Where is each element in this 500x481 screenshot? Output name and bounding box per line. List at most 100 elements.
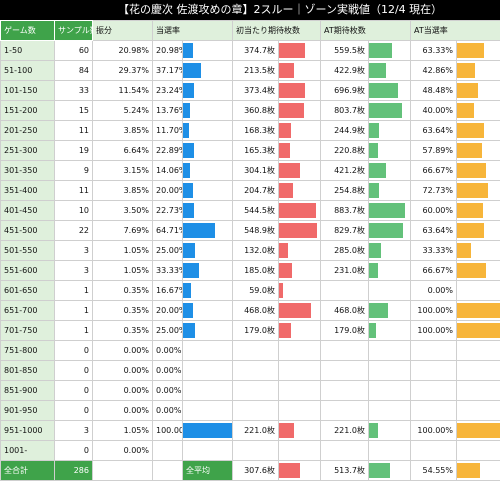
hit-rate-bar-cell	[183, 101, 233, 121]
avg-bonus-value: 165.3枚	[233, 141, 279, 161]
avg-bonus-bar-cell	[279, 441, 321, 461]
at-bonus-bar-cell	[369, 381, 411, 401]
avg-bonus-value: 132.0枚	[233, 241, 279, 261]
avg-bonus-bar-cell	[279, 281, 321, 301]
hit-rate-value: 22.89%	[153, 141, 183, 161]
at-rate-bar-cell	[457, 441, 500, 461]
hit-rate-bar-cell	[183, 61, 233, 81]
sample-count: 1	[55, 281, 93, 301]
at-rate-bar-cell	[457, 301, 500, 321]
avg-bonus-value	[233, 361, 279, 381]
hit-rate-value	[153, 441, 183, 461]
sample-count: 60	[55, 41, 93, 61]
page-title: 【花の慶次 佐渡攻めの章】2スルー｜ゾーン実戦値（12/4 現在）	[0, 0, 500, 20]
avg-bonus-bar-cell	[279, 81, 321, 101]
avg-bonus-value	[233, 401, 279, 421]
average-at-value: 513.7枚	[321, 461, 369, 481]
at-bonus-bar-cell	[369, 321, 411, 341]
avg-bonus-value: 304.1枚	[233, 161, 279, 181]
at-bonus-value: 468.0枚	[321, 301, 369, 321]
hit-rate-bar-cell	[183, 221, 233, 241]
at-rate-value	[411, 341, 457, 361]
at-bonus-value: 422.9枚	[321, 61, 369, 81]
at-bonus-value: 285.0枚	[321, 241, 369, 261]
at-rate-value: 0.00%	[411, 281, 457, 301]
at-rate-bar	[457, 163, 486, 178]
avg-bonus-bar	[279, 103, 304, 118]
header-at-hit-rate: AT当選率	[411, 21, 500, 41]
zone-label: 701-750	[1, 321, 55, 341]
avg-bonus-value: 59.0枚	[233, 281, 279, 301]
avg-bonus-bar	[279, 323, 291, 338]
avg-bonus-bar-cell	[279, 321, 321, 341]
at-rate-bar	[457, 203, 483, 218]
hit-rate-bar	[183, 183, 193, 198]
at-rate-value	[411, 361, 457, 381]
at-rate-bar-cell	[457, 41, 500, 61]
header-avg-bonus: 初当たり期待枚数	[233, 21, 321, 41]
zone-label: 501-550	[1, 241, 55, 261]
avg-bonus-value: 179.0枚	[233, 321, 279, 341]
hit-rate-value: 0.00%	[153, 401, 183, 421]
at-bonus-value: 220.8枚	[321, 141, 369, 161]
zone-label: 201-250	[1, 121, 55, 141]
sample-count: 11	[55, 121, 93, 141]
avg-bonus-bar-cell	[279, 301, 321, 321]
at-rate-value	[411, 441, 457, 461]
hit-rate-bar-cell	[183, 321, 233, 341]
at-bonus-bar-cell	[369, 81, 411, 101]
hit-rate-value: 64.71%	[153, 221, 183, 241]
at-rate-value	[411, 381, 457, 401]
zone-label: 401-450	[1, 201, 55, 221]
hit-rate-bar-cell	[183, 381, 233, 401]
sample-count: 11	[55, 181, 93, 201]
at-rate-bar-cell	[457, 341, 500, 361]
at-rate-bar	[457, 223, 484, 238]
hit-rate-value: 0.00%	[153, 361, 183, 381]
hit-rate-bar	[183, 63, 201, 78]
at-bonus-bar-cell	[369, 441, 411, 461]
at-bonus-bar	[369, 183, 379, 198]
avg-bonus-bar	[279, 143, 290, 158]
at-rate-bar-cell	[457, 161, 500, 181]
distribution-value: 11.54%	[93, 81, 153, 101]
at-rate-bar-cell	[457, 261, 500, 281]
at-bonus-value	[321, 281, 369, 301]
distribution-value: 0.00%	[93, 441, 153, 461]
at-rate-value: 40.00%	[411, 101, 457, 121]
at-bonus-value: 829.7枚	[321, 221, 369, 241]
at-rate-value: 57.89%	[411, 141, 457, 161]
table-body: 1-506020.98%20.98%374.7枚559.5枚63.33%51-1…	[1, 41, 500, 461]
zone-label: 51-100	[1, 61, 55, 81]
distribution-value: 3.50%	[93, 201, 153, 221]
hit-rate-value: 22.73%	[153, 201, 183, 221]
at-rate-bar	[457, 43, 484, 58]
at-bonus-value	[321, 361, 369, 381]
at-bonus-bar	[369, 123, 379, 138]
at-bonus-bar-cell	[369, 221, 411, 241]
sample-count: 3	[55, 261, 93, 281]
avg-bonus-bar	[279, 223, 317, 238]
hit-rate-bar	[183, 303, 193, 318]
avg-bonus-value: 213.5枚	[233, 61, 279, 81]
at-rate-bar	[457, 183, 488, 198]
avg-bonus-bar-cell	[279, 261, 321, 281]
hit-rate-value: 20.00%	[153, 301, 183, 321]
avg-bonus-value: 544.5枚	[233, 201, 279, 221]
distribution-value: 3.15%	[93, 161, 153, 181]
distribution-value: 0.35%	[93, 301, 153, 321]
zone-label: 1-50	[1, 41, 55, 61]
header-at-bonus: AT期待枚数	[321, 21, 411, 41]
avg-bonus-bar	[279, 163, 300, 178]
at-rate-bar-cell	[457, 281, 500, 301]
